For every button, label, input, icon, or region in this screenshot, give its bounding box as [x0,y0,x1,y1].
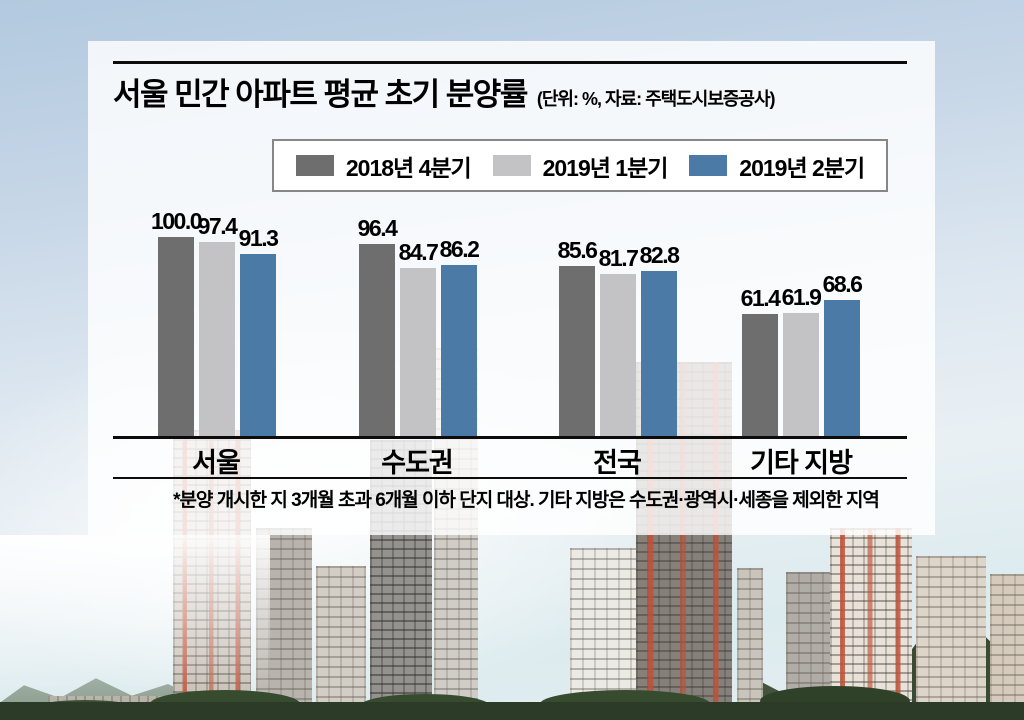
apartment-building [316,566,366,720]
atmospheric-haze [0,535,270,700]
bar-value-label: 82.8 [639,242,680,268]
title-row: 서울 민간 아파트 평균 초기 분양률 (단위: %, 자료: 주택도시보증공사… [113,69,776,114]
bar [158,237,194,437]
chart-title: 서울 민간 아파트 평균 초기 분양률 [113,77,528,112]
bar [783,313,819,437]
bar [824,300,860,437]
legend-label: 2018년 4분기 [345,154,472,181]
category-label-seoul: 서울 [192,448,241,478]
bar [559,266,595,437]
bar-value-label: 97.4 [197,213,238,239]
bar [441,265,477,437]
legend-item: 2018년 4분기 [295,149,472,183]
bar [742,314,778,437]
bar [240,254,276,437]
legend-item: 2019년 1분기 [492,149,669,183]
bar-value-label: 61.9 [781,284,822,310]
axis-baseline [113,436,907,439]
legend-swatch-q4-2018 [295,155,334,176]
bar-value-label: 61.4 [740,285,781,311]
category-label-jeonguk: 전국 [593,448,642,478]
bar [199,242,235,437]
bar [600,274,636,437]
legend-item: 2019년 2분기 [689,149,865,183]
category-label-gita-jibang: 기타 지방 [750,448,853,478]
bar [359,244,395,437]
footnote: *분양 개시한 지 3개월 초과 6개월 이하 단지 대상. 기타 지방은 수도… [173,490,880,511]
legend-swatch-q1-2019 [492,155,531,176]
bar-value-label: 86.2 [439,236,480,262]
tree-line [0,702,1024,720]
legend: 2018년 4분기 2019년 1분기 2019년 2분기 [272,139,888,192]
category-label-sudogwon: 수도권 [381,448,454,478]
bar-value-label: 96.4 [357,215,398,241]
bar-value-label: 100.0 [150,208,203,234]
legend-swatch-q2-2019 [689,155,728,176]
apartment-building [916,556,986,720]
bar-value-label: 85.6 [557,237,598,263]
bar-value-label: 81.7 [598,245,639,271]
apartment-building [990,574,1024,720]
chart-panel: 서울 민간 아파트 평균 초기 분양률 (단위: %, 자료: 주택도시보증공사… [88,41,935,535]
bar-chart: 100.0 96.4 85.6 61.4 97.4 84.7 81.7 61.9 91.3 86.… [88,41,935,535]
bar-value-label: 84.7 [398,239,439,265]
bar [400,268,436,437]
bar [641,271,677,437]
legend-label: 2019년 1분기 [542,154,669,181]
bar-value-label: 68.6 [822,271,863,297]
legend-label: 2019년 2분기 [739,154,865,181]
top-divider-line [113,61,907,64]
footer-divider-line [113,477,907,479]
apartment-building [737,568,763,720]
bar-value-label: 91.3 [238,225,279,251]
chart-subtitle: (단위: %, 자료: 주택도시보증공사) [536,89,776,109]
